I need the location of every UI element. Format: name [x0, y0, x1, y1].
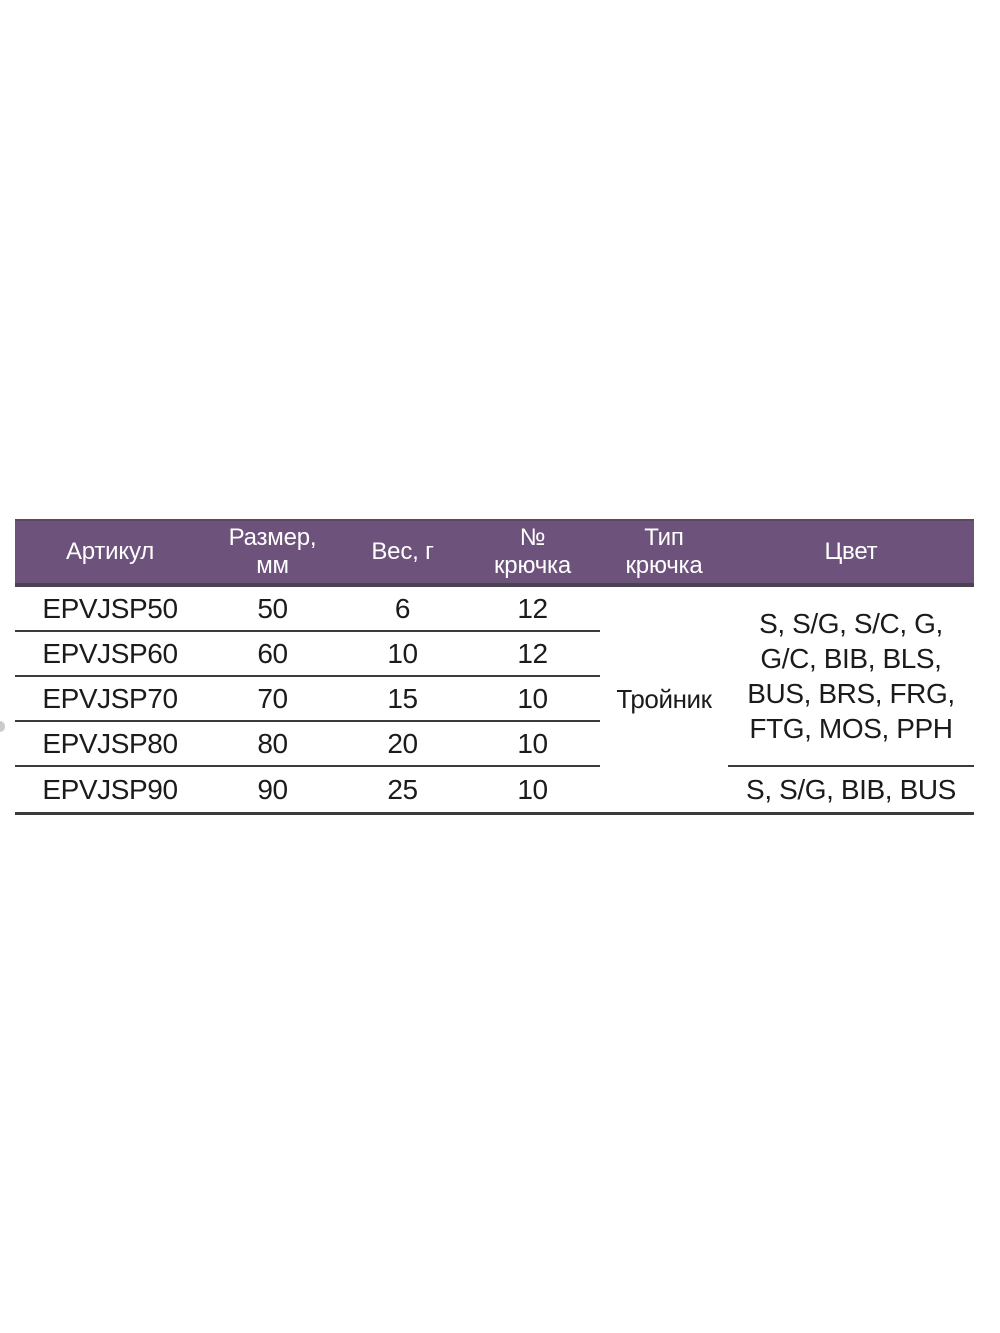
header-hook-type: Тип крючка — [600, 521, 728, 583]
header-hook-type-line2: крючка — [625, 552, 703, 579]
header-hook-number-line2: крючка — [494, 552, 571, 579]
table-header-row: Артикул Размер, мм Вес, г № крючка Тип к… — [15, 519, 974, 587]
cell-weight-g: 25 — [387, 773, 418, 805]
cell-article: EPVJSP90 — [42, 773, 178, 805]
header-size-line2: мм — [256, 552, 289, 579]
colors-line-2: G/C, BIB, BLS, — [760, 643, 942, 674]
header-weight-g: Вес, г — [340, 521, 465, 583]
colors-line-3: BUS, BRS, FRG, — [747, 678, 955, 709]
colors-line-4: FTG, MOS, PPH — [749, 713, 953, 744]
cell-colors-row-5: S, S/G, BIB, BUS — [746, 773, 956, 805]
colors-line-1: S, S/G, S/C, G, — [759, 608, 943, 639]
cell-article: EPVJSP80 — [15, 722, 205, 767]
cell-size-mm: 50 — [205, 587, 340, 632]
header-article: Артикул — [15, 521, 205, 583]
cell-size-mm: 60 — [205, 632, 340, 677]
header-hook-number: № крючка — [465, 521, 600, 583]
cell-weight-g: 15 — [340, 677, 465, 722]
cell-article: EPVJSP70 — [15, 677, 205, 722]
cell-hook-no: 10 — [465, 677, 600, 722]
cell-size-mm: 90 — [257, 773, 288, 805]
cell-hook-no: 12 — [465, 587, 600, 632]
cell-weight-g: 10 — [340, 632, 465, 677]
scan-artifact — [0, 721, 5, 732]
header-color-line1: Цвет — [824, 537, 878, 565]
product-spec-table: Артикул Размер, мм Вес, г № крючка Тип к… — [15, 519, 974, 815]
header-hook-type-line1: Тип — [644, 523, 684, 551]
header-article-line1: Артикул — [65, 537, 155, 565]
cell-hook-type-merged: Тройник — [616, 684, 712, 714]
cell-size-mm: 70 — [205, 677, 340, 722]
cell-hook-no: 12 — [465, 632, 600, 677]
header-weight-line1: Вес, г — [371, 537, 434, 565]
cell-article: EPVJSP60 — [15, 632, 205, 677]
header-size-mm: Размер, мм — [205, 521, 340, 583]
header-color: Цвет — [728, 521, 974, 583]
table-body: Тройник S, S/G, S/C, G, G/C, BIB, BLS, B… — [15, 587, 974, 815]
cell-weight-g: 20 — [340, 722, 465, 767]
header-size-line1: Размер, — [228, 523, 317, 551]
header-hook-number-line1: № — [519, 523, 546, 551]
cell-article: EPVJSP50 — [15, 587, 205, 632]
cell-weight-g: 6 — [340, 587, 465, 632]
cell-size-mm: 80 — [205, 722, 340, 767]
cell-hook-no: 10 — [465, 722, 600, 767]
cell-colors-rows-1-4: S, S/G, S/C, G, G/C, BIB, BLS, BUS, BRS,… — [728, 587, 974, 767]
cell-hook-no: 10 — [517, 773, 548, 805]
